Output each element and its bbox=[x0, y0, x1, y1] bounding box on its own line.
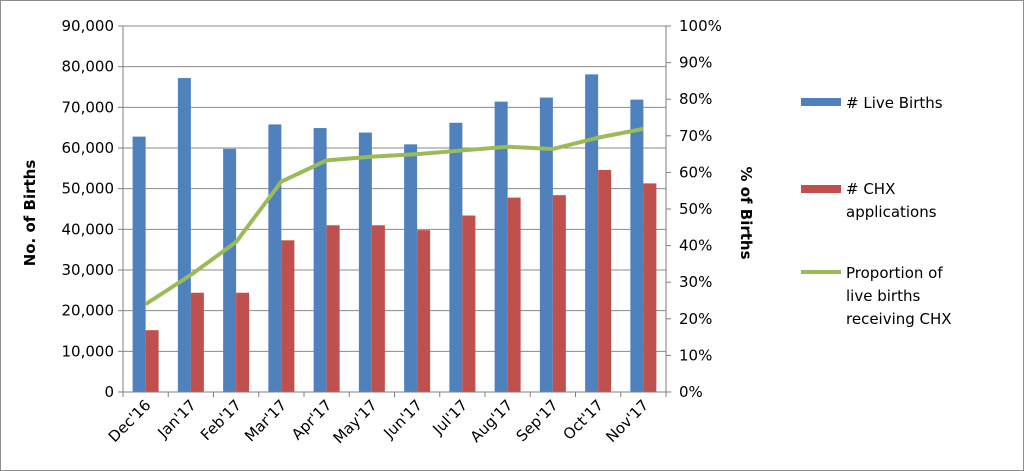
y-tick-label: 0 bbox=[104, 383, 114, 401]
y2-tick-label: 20% bbox=[679, 310, 712, 328]
legend-swatch-chx bbox=[801, 185, 841, 193]
bar bbox=[630, 99, 644, 393]
bar bbox=[598, 169, 612, 392]
y2-tick-label: 40% bbox=[679, 237, 712, 255]
y2-tick-label: 70% bbox=[679, 127, 712, 145]
bar bbox=[190, 292, 204, 392]
x-tick-label: Feb'17 bbox=[197, 396, 245, 444]
line-series-path bbox=[144, 126, 644, 306]
bar bbox=[268, 124, 282, 392]
bar bbox=[177, 78, 191, 392]
bar bbox=[494, 101, 508, 392]
bar bbox=[643, 183, 657, 392]
y2-tick-label: 10% bbox=[679, 346, 712, 364]
x-tick-label: Nov'17 bbox=[602, 396, 652, 446]
y2-tick-label: 30% bbox=[679, 273, 712, 291]
y2-tick-label: 60% bbox=[679, 163, 712, 181]
y-tick-label: 80,000 bbox=[62, 58, 115, 76]
bar bbox=[449, 122, 463, 392]
y-tick-label: 10,000 bbox=[62, 342, 115, 360]
y2-tick-label: 100% bbox=[679, 17, 722, 35]
bar bbox=[539, 97, 553, 392]
bar bbox=[462, 215, 476, 392]
y2-tick-label: 0% bbox=[679, 383, 703, 401]
bar bbox=[404, 144, 418, 392]
y-tick-label: 90,000 bbox=[62, 17, 115, 35]
x-tick-label: May'17 bbox=[330, 396, 381, 447]
y2-tick-label: 80% bbox=[679, 90, 712, 108]
legend-label-proportion-line3: receiving CHX bbox=[846, 310, 952, 328]
bar bbox=[507, 197, 521, 392]
x-tick-label: Jun'17 bbox=[380, 396, 426, 442]
y-tick-label: 70,000 bbox=[62, 98, 115, 116]
x-tick-label: Apr'17 bbox=[288, 396, 335, 443]
bar bbox=[132, 136, 146, 392]
y-tick-label: 20,000 bbox=[62, 302, 115, 320]
y-axis-title: No. of Births bbox=[21, 160, 39, 267]
x-tick-label: Aug'17 bbox=[467, 396, 517, 446]
legend-label-chx-line2: applications bbox=[846, 203, 937, 221]
y-tick-label: 50,000 bbox=[62, 180, 115, 198]
x-tick-label: Dec'16 bbox=[105, 396, 155, 446]
bar bbox=[585, 74, 599, 392]
bar bbox=[552, 195, 566, 392]
x-tick-label: Jan'17 bbox=[153, 396, 199, 442]
bar bbox=[281, 240, 295, 392]
bar bbox=[326, 225, 340, 392]
line-series bbox=[144, 126, 644, 306]
bar bbox=[236, 292, 250, 392]
legend-label-chx-line1: # CHX bbox=[846, 180, 895, 198]
y2-axis-title: % of Births bbox=[737, 166, 755, 259]
y2-tick-label: 90% bbox=[679, 54, 712, 72]
x-tick-label: Mar'17 bbox=[241, 396, 290, 445]
x-tick-label: Jul'17 bbox=[429, 396, 472, 439]
legend-label-proportion-line2: live births bbox=[846, 287, 920, 305]
bar bbox=[371, 225, 385, 392]
bar bbox=[417, 230, 431, 392]
bars bbox=[132, 74, 657, 393]
y-tick-label: 40,000 bbox=[62, 220, 115, 238]
x-tick-label: Oct'17 bbox=[559, 396, 606, 443]
y-tick-label: 30,000 bbox=[62, 261, 115, 279]
bar bbox=[313, 128, 327, 392]
bar bbox=[358, 132, 372, 392]
gridlines bbox=[123, 25, 666, 393]
y2-tick-label: 50% bbox=[679, 200, 712, 218]
legend-label-live-births: # Live Births bbox=[846, 94, 943, 112]
x-tick-label: Sep'17 bbox=[513, 396, 562, 445]
legend-label-proportion-line1: Proportion of bbox=[846, 264, 943, 282]
legend-swatch-live-births bbox=[801, 98, 841, 106]
bar bbox=[223, 148, 237, 392]
bar bbox=[145, 330, 159, 392]
legend: # Live Births # CHX applications Proport… bbox=[801, 94, 952, 328]
y-tick-label: 60,000 bbox=[62, 139, 115, 157]
